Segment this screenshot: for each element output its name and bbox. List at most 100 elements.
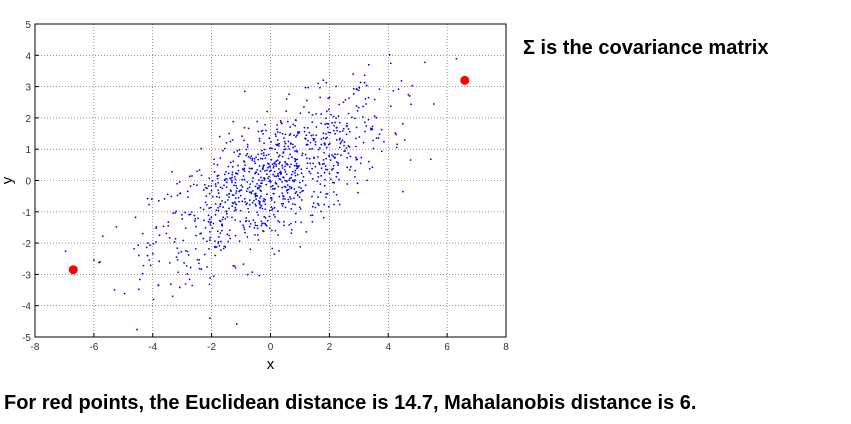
sample-point xyxy=(355,137,357,140)
sample-point xyxy=(270,199,273,201)
sample-point xyxy=(284,161,287,163)
sample-point xyxy=(226,233,229,236)
sample-point xyxy=(200,174,203,177)
sample-point xyxy=(176,247,179,250)
sample-point xyxy=(251,159,254,161)
sample-point xyxy=(149,264,152,267)
sample-point xyxy=(225,141,228,144)
sample-point xyxy=(211,195,214,198)
sample-point xyxy=(275,163,277,166)
sample-point xyxy=(355,126,358,129)
sample-point xyxy=(365,125,368,127)
sample-point xyxy=(371,125,374,128)
sample-point xyxy=(252,177,254,179)
sample-point xyxy=(314,143,317,146)
sample-point xyxy=(287,198,290,201)
sample-point xyxy=(327,123,330,125)
sample-point xyxy=(281,192,284,194)
sample-point xyxy=(255,156,258,159)
sample-point xyxy=(294,169,297,172)
sample-point xyxy=(281,164,284,167)
sample-point xyxy=(314,141,317,143)
sample-point xyxy=(373,115,376,118)
sample-point xyxy=(276,128,279,131)
sample-point xyxy=(271,188,274,190)
sample-point xyxy=(342,101,345,104)
sample-point xyxy=(290,163,292,166)
sample-point xyxy=(389,105,392,108)
sample-point xyxy=(410,103,412,106)
data-points xyxy=(64,54,458,331)
sample-point xyxy=(403,139,406,141)
sample-point xyxy=(186,272,189,275)
sample-point xyxy=(325,196,327,199)
sample-point xyxy=(256,169,259,171)
sample-point xyxy=(345,125,348,128)
sample-point xyxy=(262,152,265,154)
y-tick-label: 5 xyxy=(25,20,31,31)
sample-point xyxy=(290,229,293,231)
sample-point xyxy=(295,149,298,152)
sample-point xyxy=(258,184,260,187)
sample-point xyxy=(260,176,262,179)
sample-point xyxy=(213,170,216,173)
sample-point xyxy=(251,157,254,160)
sample-point xyxy=(207,214,210,217)
sample-point xyxy=(263,177,265,179)
sample-point xyxy=(288,147,291,150)
sample-point xyxy=(277,145,280,147)
sample-point xyxy=(236,187,238,190)
sample-point xyxy=(340,141,343,143)
sample-point xyxy=(211,179,214,182)
sample-point xyxy=(213,240,216,243)
sample-point xyxy=(162,225,165,228)
sample-point xyxy=(311,177,314,180)
sample-point xyxy=(354,175,356,178)
sample-point xyxy=(320,210,322,213)
sample-point xyxy=(253,160,256,163)
sample-point xyxy=(324,123,327,126)
sample-point xyxy=(334,132,337,135)
sample-point xyxy=(303,130,306,133)
sample-point xyxy=(263,179,266,181)
sample-point xyxy=(278,221,281,223)
sample-point xyxy=(262,230,265,233)
sample-point xyxy=(396,143,399,146)
sample-point xyxy=(337,199,340,202)
sample-point xyxy=(323,171,326,174)
sample-point xyxy=(150,198,153,200)
sample-point xyxy=(203,253,206,256)
sample-point xyxy=(281,167,284,169)
sample-point xyxy=(294,145,296,148)
sample-point xyxy=(364,97,367,100)
sample-point xyxy=(254,185,257,188)
sample-point xyxy=(231,216,233,219)
sample-point xyxy=(356,109,359,112)
sample-point xyxy=(305,230,308,233)
sample-point xyxy=(285,173,288,176)
sample-point xyxy=(264,208,267,211)
sample-point xyxy=(282,176,285,179)
sample-point xyxy=(278,162,280,165)
sample-point xyxy=(271,247,274,250)
sample-point xyxy=(279,170,282,173)
sample-point xyxy=(189,185,192,188)
y-tick-label: -3 xyxy=(22,270,31,281)
sample-point xyxy=(304,153,307,156)
sample-point xyxy=(231,181,233,184)
sample-point xyxy=(238,200,240,203)
sample-point xyxy=(282,194,284,197)
sample-point xyxy=(246,145,249,148)
sample-point xyxy=(189,266,192,269)
sample-point xyxy=(199,206,202,209)
sample-point xyxy=(222,149,224,152)
sample-point xyxy=(200,147,203,150)
sample-point xyxy=(219,205,221,208)
sample-point xyxy=(167,221,170,223)
sample-point xyxy=(290,232,293,235)
sample-point xyxy=(311,214,314,217)
sample-point xyxy=(222,247,225,250)
sample-point xyxy=(243,197,246,200)
sample-point xyxy=(273,188,276,190)
